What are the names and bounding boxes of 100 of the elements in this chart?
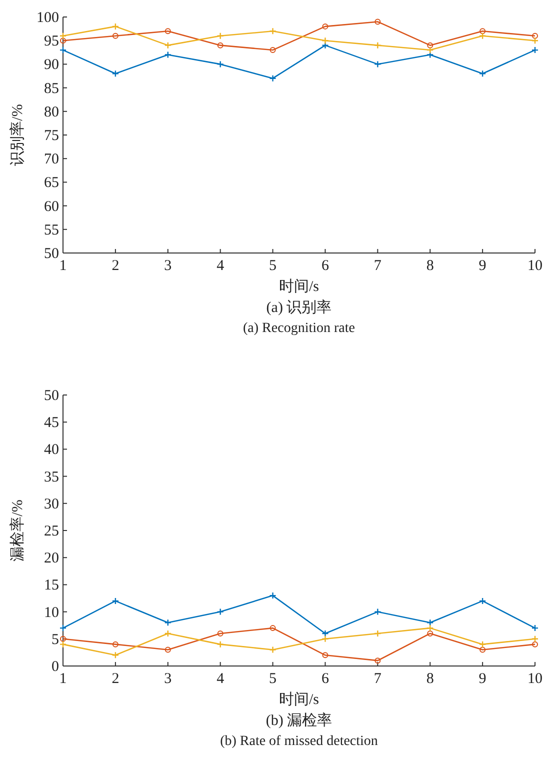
point	[216, 60, 224, 68]
point	[478, 70, 486, 78]
point	[480, 28, 486, 34]
y-tick-label: 40	[44, 442, 59, 458]
point	[269, 646, 276, 654]
point	[112, 32, 118, 39]
x-tick-label: 10	[528, 258, 542, 274]
point	[269, 592, 276, 600]
point	[322, 635, 329, 642]
point	[216, 608, 224, 616]
x-tick-label: 6	[321, 671, 330, 687]
point	[427, 42, 434, 48]
point	[112, 22, 120, 30]
y-tick-label: 80	[44, 104, 59, 120]
x-tick-label: 3	[164, 258, 172, 274]
text: (a) 识别率	[266, 299, 332, 316]
point	[322, 652, 328, 658]
text: (b) 漏检率	[266, 712, 332, 729]
x-tick-label: 10	[528, 671, 542, 687]
point	[374, 18, 381, 25]
point	[374, 42, 382, 49]
point	[164, 630, 172, 638]
x-tick-label: 4	[216, 671, 225, 687]
point	[374, 608, 382, 616]
text: (b) Rate of missed detection	[220, 734, 378, 749]
x-tick-label: 8	[426, 671, 434, 687]
point	[270, 625, 276, 632]
y-tick-label: 35	[44, 469, 59, 486]
point	[427, 630, 434, 636]
y-tick-label: 0	[52, 659, 59, 675]
point	[164, 619, 172, 626]
y-tick-label: 15	[44, 578, 59, 594]
point	[478, 32, 486, 40]
x-tick-label: 2	[112, 258, 120, 274]
x-tick-label: 9	[478, 671, 486, 687]
x-tick-label: 4	[216, 258, 225, 274]
y-tick-label: 25	[44, 524, 59, 540]
point	[426, 624, 434, 632]
point	[426, 46, 434, 54]
x-tick-label: 5	[269, 671, 277, 687]
y-tick-label: 5	[52, 632, 59, 648]
point	[374, 630, 382, 638]
point	[374, 658, 381, 664]
point	[270, 47, 276, 54]
point	[164, 42, 172, 49]
point	[322, 23, 328, 30]
x-axis-title: 时间/s	[278, 691, 320, 708]
point	[112, 641, 118, 648]
point	[478, 597, 486, 605]
x-tick-label: 3	[164, 671, 172, 687]
y-axis-title: 识别率/%	[9, 104, 26, 166]
point	[216, 640, 224, 648]
y-tick-label: 85	[44, 80, 59, 97]
y-tick-label: 100	[36, 10, 59, 26]
point	[426, 619, 434, 626]
x-tick-label: 7	[374, 258, 382, 274]
y-tick-label: 65	[44, 175, 59, 192]
x-axis-title: 时间/s	[278, 278, 320, 295]
point	[112, 597, 120, 605]
y-tick-label: 30	[44, 496, 59, 512]
point	[322, 630, 329, 638]
point	[164, 28, 171, 34]
point	[480, 646, 486, 653]
point	[60, 636, 66, 642]
x-tick-label: 1	[59, 258, 67, 274]
point	[426, 51, 434, 58]
x-tick-label: 2	[112, 671, 120, 687]
point	[112, 652, 120, 659]
y-tick-label: 10	[44, 604, 59, 621]
point	[216, 32, 224, 40]
y-axis-title: 漏检率/%	[9, 500, 26, 562]
y-tick-label: 70	[44, 152, 59, 168]
point	[60, 38, 66, 44]
point	[532, 641, 538, 648]
x-tick-label: 5	[269, 258, 277, 274]
x-tick-label: 9	[478, 258, 486, 274]
point	[269, 74, 276, 82]
y-tick-label: 55	[44, 222, 59, 238]
point	[322, 37, 329, 44]
point	[164, 646, 171, 653]
x-tick-label: 1	[59, 671, 67, 687]
point	[112, 70, 120, 78]
y-tick-label: 50	[44, 388, 59, 404]
y-tick-label: 45	[44, 415, 59, 432]
point	[217, 630, 224, 636]
x-tick-label: 7	[374, 671, 382, 687]
y-tick-label: 95	[44, 34, 59, 50]
point	[164, 51, 172, 58]
y-tick-label: 90	[44, 57, 59, 74]
y-tick-label: 60	[44, 198, 59, 215]
x-tick-label: 8	[426, 258, 434, 274]
point	[322, 42, 329, 49]
x-tick-label: 6	[321, 258, 330, 274]
point	[217, 42, 224, 48]
y-tick-label: 20	[44, 550, 59, 567]
y-tick-label: 75	[44, 128, 59, 144]
point	[269, 28, 276, 35]
text: (a) Recognition rate	[243, 321, 355, 336]
point	[374, 60, 382, 68]
y-tick-label: 50	[44, 246, 59, 262]
